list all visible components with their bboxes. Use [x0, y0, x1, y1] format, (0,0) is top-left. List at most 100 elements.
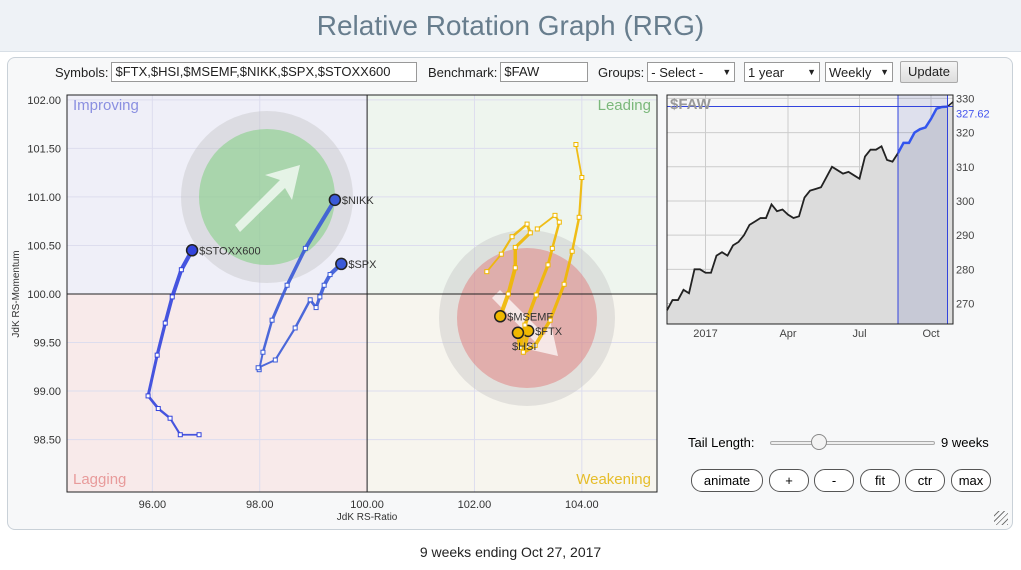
y-tick-label: 101.00	[27, 192, 61, 204]
x-tick-label: 96.00	[139, 499, 167, 511]
tail-segment	[146, 353, 159, 398]
series-hsi: $HSI	[511, 212, 562, 353]
tail-point	[522, 322, 528, 328]
tail-segment	[261, 318, 274, 354]
groups-value: - Select -	[651, 64, 704, 80]
benchmark-y-tick: 290	[956, 230, 974, 242]
y-tick-label: 99.50	[33, 338, 61, 350]
benchmark-y-tick: 330	[956, 93, 974, 105]
tail-segment	[546, 246, 554, 267]
x-tick-label: 102.00	[458, 499, 492, 511]
tail-segment	[551, 220, 561, 250]
benchmark-x-tick: 2017	[693, 328, 717, 340]
tail-segment	[534, 263, 550, 297]
benchmark-control: Benchmark: $FAW	[428, 62, 589, 82]
tail-segment	[533, 318, 552, 348]
tail-segment	[570, 216, 581, 253]
tail-segment	[274, 326, 297, 362]
y-tick-label: 100.50	[27, 240, 61, 252]
tail-point	[196, 432, 202, 438]
benchmark-border	[666, 94, 954, 325]
tail-point	[272, 357, 278, 363]
tail-segment	[257, 359, 277, 369]
frequency-value: Weekly	[829, 64, 872, 80]
y-tick-label: 98.50	[33, 435, 61, 447]
tail-segment	[270, 283, 289, 322]
benchmark-y-tick: 280	[956, 264, 974, 276]
benchmark-y-tick: 310	[956, 162, 974, 174]
tail-length-label: Tail Length:	[688, 435, 755, 450]
tail-segment	[513, 231, 532, 249]
series-label: $FTX	[535, 326, 563, 338]
tail-point	[167, 415, 173, 421]
tail-segment	[500, 235, 514, 256]
animate-button[interactable]: animate	[691, 469, 763, 492]
tail-point	[307, 297, 313, 303]
max-button[interactable]: max	[951, 469, 991, 492]
tail-length-slider[interactable]	[770, 441, 935, 445]
watermark-arrow-icon	[235, 165, 300, 232]
tail-point	[520, 349, 526, 355]
tail-point	[527, 230, 533, 236]
tail-segment	[578, 176, 583, 219]
benchmark-x-tick: Oct	[922, 328, 939, 340]
tail-segment	[169, 417, 182, 436]
y-tick-label: 99.00	[33, 386, 61, 398]
series-label: $NIKK	[342, 195, 374, 207]
tail-point	[569, 248, 575, 254]
symbols-label: Symbols:	[55, 64, 109, 80]
tail-segment	[170, 267, 184, 299]
symbols-input[interactable]: $FTX,$HSI,$MSEMF,$NIKK,$SPX,$STOXX600	[111, 62, 418, 82]
tail-point	[317, 294, 323, 300]
tail-point	[534, 226, 540, 232]
tail-point	[177, 432, 183, 438]
y-axis-label: JdK RS-Momentum	[11, 250, 22, 337]
groups-label: Groups:	[598, 64, 645, 80]
tail-segment	[285, 246, 308, 287]
footer-caption: 9 weeks ending Oct 27, 2017	[419, 544, 602, 560]
tail-point	[547, 317, 553, 323]
benchmark-input[interactable]: $FAW	[500, 62, 589, 82]
series-head-point	[335, 257, 348, 271]
tail-point	[505, 291, 511, 297]
page-title: Relative Rotation Graph (RRG)	[0, 0, 1021, 52]
tail-segment	[536, 214, 556, 230]
fit-button[interactable]: fit	[860, 469, 900, 492]
tail-segment	[485, 253, 503, 273]
update-button[interactable]: Update	[900, 61, 958, 83]
tail-point	[155, 406, 161, 412]
tail-point	[573, 142, 579, 148]
series-head-point	[493, 310, 507, 323]
chevron-down-icon: ▼	[880, 67, 889, 77]
period-select[interactable]: 1 year ▼	[744, 62, 820, 82]
tail-length-value: 9 weeks	[941, 435, 989, 450]
quadrant-lagging	[67, 293, 368, 492]
benchmark-line	[947, 101, 954, 108]
zoom-in-button[interactable]: +	[769, 469, 809, 492]
y-tick-label: 101.50	[27, 143, 61, 155]
frequency-select[interactable]: Weekly ▼	[825, 62, 893, 82]
x-tick-label: 104.00	[565, 499, 599, 511]
benchmark-line	[666, 144, 899, 311]
quadrant-label-improving: Improving	[73, 97, 139, 114]
tail-point	[302, 245, 308, 251]
tail-segment	[163, 295, 175, 325]
slider-handle[interactable]	[811, 434, 828, 450]
zoom-out-button[interactable]: -	[814, 469, 854, 492]
center-button[interactable]: ctr	[905, 469, 945, 492]
benchmark-y-tick: 270	[956, 298, 974, 310]
tail-point	[154, 352, 160, 358]
tail-point	[260, 349, 266, 355]
x-tick-label: 98.00	[246, 499, 274, 511]
tail-point	[284, 282, 290, 288]
benchmark-x-tick: Jul	[852, 328, 866, 340]
tail-point	[484, 269, 490, 275]
tail-point	[321, 282, 327, 288]
tail-point	[162, 320, 168, 326]
chevron-down-icon: ▼	[722, 67, 732, 77]
resize-handle-icon[interactable]	[994, 511, 1008, 525]
y-tick-label: 100.00	[27, 289, 61, 301]
groups-select[interactable]: - Select - ▼	[647, 62, 736, 82]
tail-point	[512, 244, 518, 250]
period-value: 1 year	[748, 64, 785, 80]
